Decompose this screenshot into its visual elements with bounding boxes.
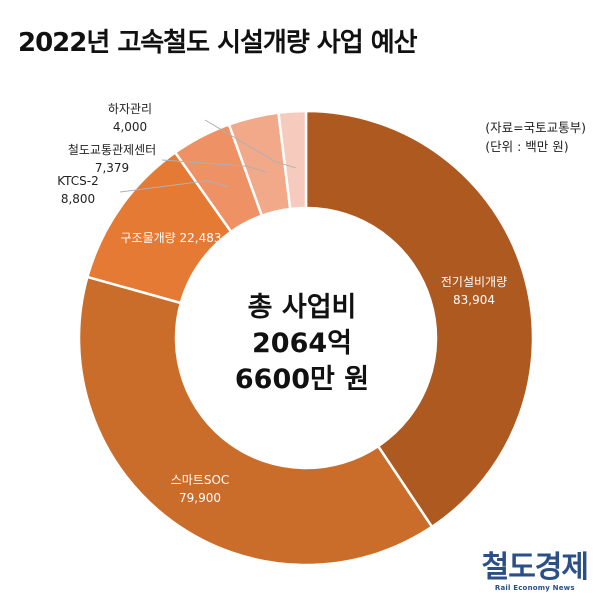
slice-label: 전기설비개량 [441,275,507,289]
slice-label: KTCS-2 [57,174,99,188]
slice-value: 8,800 [61,192,95,206]
chart-title: 2022년 고속철도 시설개량 사업 예산 [18,28,418,58]
slice-label: 철도교통관제센터 [68,143,156,157]
slice-value: 83,904 [453,293,495,307]
source-note: (자료=국토교통부) (단위 : 백만 원) [485,118,586,156]
donut-slice [277,109,308,211]
center-label-1: 총 사업비 [248,292,357,323]
donut-slice [304,109,535,529]
brand-subtitle: Rail Economy News [494,584,575,592]
slice-value: 79,900 [179,491,221,505]
slice-value: 7,379 [95,161,129,175]
source-line: (자료=국토교통부) [485,120,586,135]
donut-slice [77,275,434,567]
brand-logo: 철도경제 Rail Economy News [481,550,589,593]
brand-name: 철도경제 [481,550,589,585]
leader-line [204,119,296,169]
slice-label: 구조물개량 22,483 [120,231,221,245]
center-label-3: 6600만 원 [235,364,369,395]
slice-label: 스마트SOC [171,473,230,487]
unit-line: (단위 : 백만 원) [485,139,569,154]
slice-value: 4,000 [113,120,147,134]
center-label-2: 2064억 [252,328,352,359]
leader-line [119,180,228,193]
slice-label: 하자관리 [108,102,152,116]
leader-line [161,159,267,173]
